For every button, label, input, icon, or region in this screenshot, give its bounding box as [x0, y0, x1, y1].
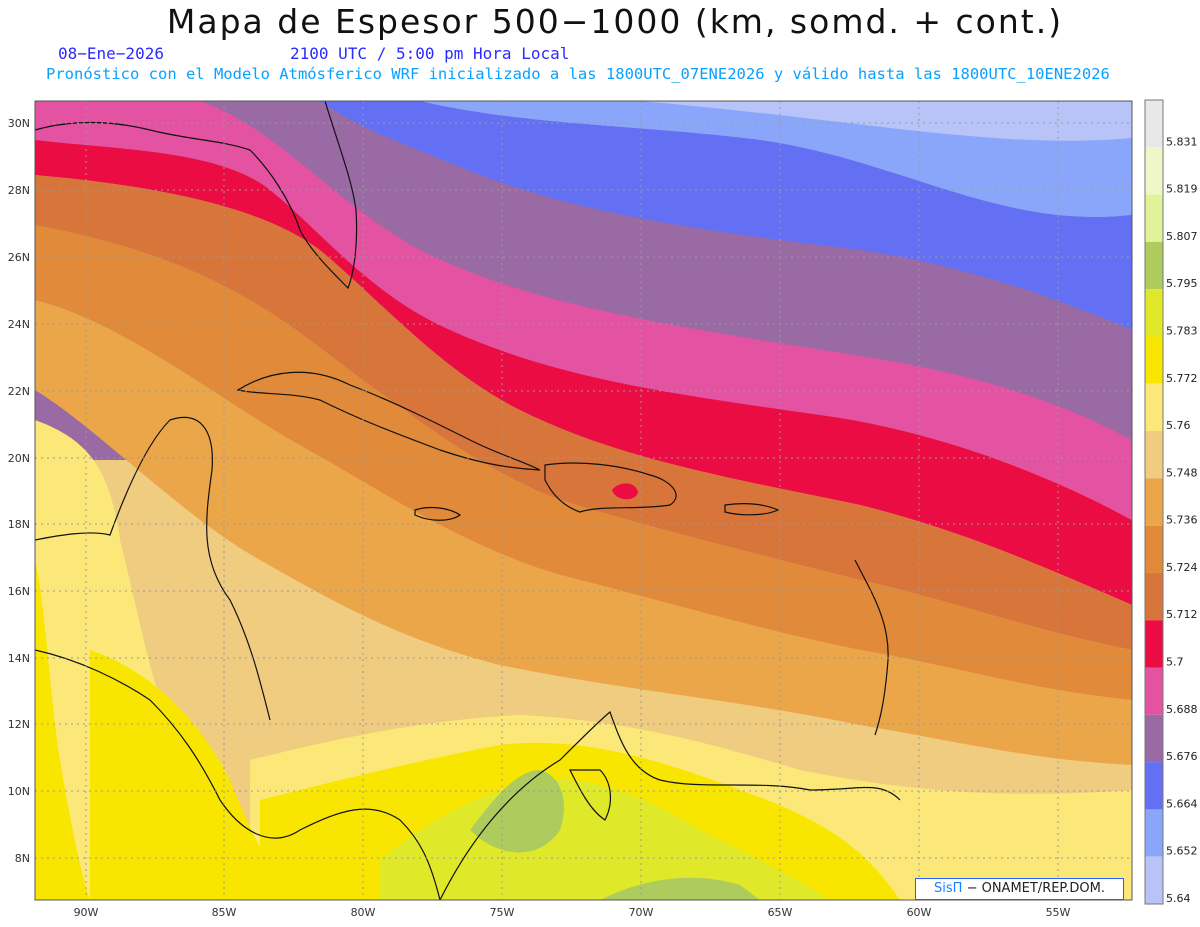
colorbar-swatch: [1145, 714, 1163, 763]
lon-label: 75W: [490, 906, 515, 919]
lat-label: 12N: [8, 718, 30, 731]
colorbar-label: 5.724: [1166, 561, 1198, 574]
band-5640: [640, 101, 1132, 141]
map-frame: [34, 100, 1133, 901]
forecast-description: Pronóstico con el Modelo Atmósferico WRF…: [46, 65, 1110, 83]
colorbar-swatch: [1145, 431, 1163, 479]
colorbar-swatch: [1145, 147, 1163, 195]
colorbar-label: 5.783: [1166, 324, 1198, 337]
colorbar-swatch: [1145, 336, 1163, 384]
lat-label: 14N: [8, 652, 30, 665]
lake-maracaibo: [569, 769, 612, 821]
jamaica: [414, 506, 462, 521]
band-5772-isthmus: [90, 650, 290, 900]
colorbar-swatch: [1145, 289, 1163, 337]
lat-label: 28N: [8, 184, 30, 197]
lon-label: 80W: [351, 906, 376, 919]
forecast-date: 08−Ene−2026: [58, 44, 164, 63]
band-5688: [35, 101, 1132, 520]
forecast-time: 2100 UTC / 5:00 pm Hora Local: [290, 44, 570, 63]
colorbar-label: 5.748: [1166, 466, 1198, 479]
colorbar-swatch: [1145, 856, 1163, 904]
lon-label: 55W: [1046, 906, 1071, 919]
colorbar-label: 5.807: [1166, 230, 1198, 243]
band-5736: [35, 300, 1132, 765]
lat-label: 22N: [8, 385, 30, 398]
colorbar-label: 5.772: [1166, 372, 1198, 385]
lat-label: 20N: [8, 452, 30, 465]
colorbar-swatch: [1145, 383, 1163, 432]
lon-label: 60W: [907, 906, 932, 919]
band-5700: [35, 140, 1132, 605]
lon-label: 85W: [212, 906, 237, 919]
map-title: Mapa de Espesor 500−1000 (km, somd. + co…: [166, 2, 1064, 41]
band-5795-b: [600, 877, 760, 900]
colorbar-swatch: [1145, 100, 1163, 148]
sispi-logo: SisΠ: [934, 881, 963, 896]
hispaniola: [544, 462, 677, 513]
credit-text: − ONAMET/REP.DOM.: [966, 881, 1105, 896]
band-5700-cell: [612, 483, 638, 500]
credit-box: SisΠ − ONAMET/REP.DOM.: [915, 878, 1124, 900]
colorbar-label: 5.795: [1166, 277, 1198, 290]
lat-label: 8N: [15, 852, 30, 865]
grid-lines: [35, 101, 1132, 900]
colorbar-label: 5.831: [1166, 135, 1198, 148]
longitude-labels: 90W 85W 80W 75W 70W 65W 60W 55W: [74, 906, 1071, 919]
cuba: [236, 371, 541, 471]
lat-label: 18N: [8, 518, 30, 531]
colorbar-swatch: [1145, 620, 1163, 668]
colorbar-label: 5.676: [1166, 750, 1198, 763]
central-america: [35, 649, 441, 900]
latitude-labels: 30N 28N 26N 24N 22N 20N 18N 16N 14N 12N …: [8, 117, 30, 865]
colorbar-label: 5.712: [1166, 608, 1198, 621]
band-5772-west: [35, 560, 90, 900]
lat-label: 24N: [8, 318, 30, 331]
colorbar-swatch: [1145, 194, 1163, 242]
colorbar-swatch: [1145, 762, 1163, 810]
band-5724: [35, 225, 1132, 700]
colorbar: 5.831 5.819 5.807 5.795 5.783 5.772 5.76 5.748 5…: [1144, 99, 1198, 905]
colorbar-swatch: [1145, 667, 1163, 715]
lat-label: 16N: [8, 585, 30, 598]
lat-label: 30N: [8, 117, 30, 130]
band-5760: [35, 420, 250, 900]
lat-label: 26N: [8, 251, 30, 264]
colorbar-label: 5.7: [1166, 656, 1184, 669]
lon-label: 65W: [768, 906, 793, 919]
colorbar-swatch: [1145, 525, 1163, 573]
colorbar-label: 5.76: [1166, 419, 1191, 432]
lat-label: 10N: [8, 785, 30, 798]
colorbar-label: 5.736: [1166, 514, 1198, 527]
colorbar-frame: [1144, 99, 1164, 905]
thickness-field: [35, 101, 1132, 900]
puerto-rico: [724, 503, 780, 516]
colorbar-swatch: [1145, 478, 1163, 526]
gulf-coast: [35, 101, 358, 290]
colorbar-label: 5.688: [1166, 703, 1198, 716]
coastlines: [35, 101, 901, 900]
colorbar-label: 5.652: [1166, 845, 1198, 858]
colorbar-label: 5.819: [1166, 183, 1198, 196]
lon-label: 90W: [74, 906, 99, 919]
lesser-antilles: [854, 559, 889, 736]
band-5712: [35, 175, 1132, 650]
colorbar-label: 5.664: [1166, 797, 1198, 810]
lon-label: 70W: [629, 906, 654, 919]
colorbar-swatch: [1145, 241, 1163, 290]
band-5664: [320, 101, 1132, 330]
south-america: [439, 711, 901, 900]
colorbar-label: 5.64: [1166, 892, 1191, 905]
yucatan: [35, 416, 271, 721]
colorbar-swatch: [1145, 809, 1163, 857]
colorbar-swatch: [1145, 572, 1163, 621]
